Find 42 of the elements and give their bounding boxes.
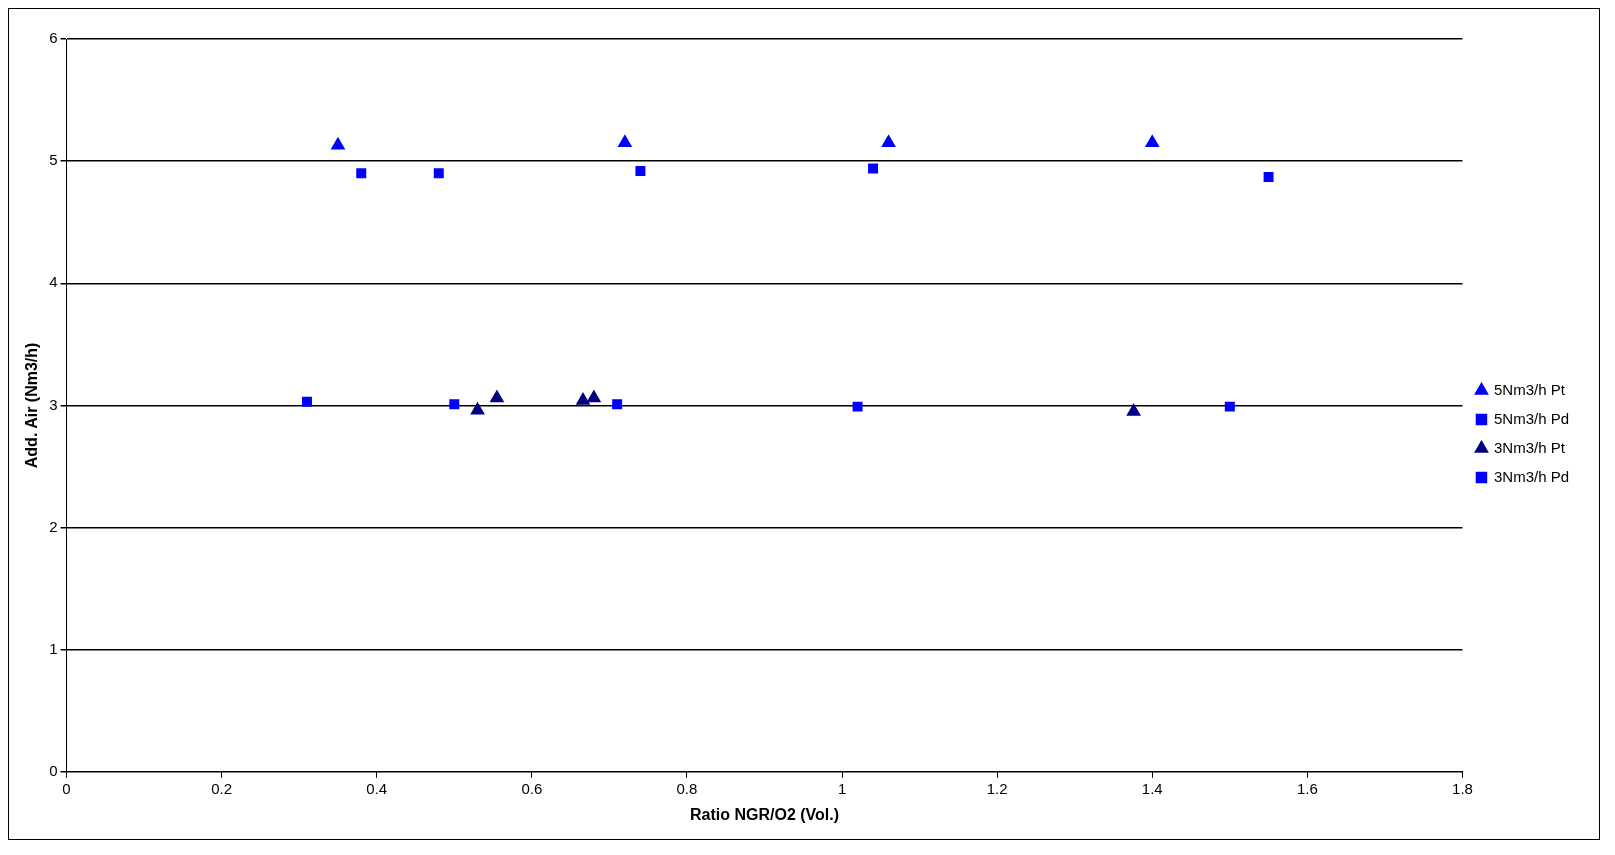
point [868, 163, 879, 174]
x-tick-label: 1.4 [1141, 779, 1163, 797]
x-tick-label: 1.6 [1296, 779, 1318, 797]
point [1126, 403, 1141, 416]
point [852, 401, 863, 412]
point [1263, 172, 1274, 182]
point [1224, 401, 1235, 412]
y-tick-label: 1 [49, 639, 58, 657]
y-tick-label: 0 [49, 761, 58, 779]
legend-label: 3Nm3/h Pt [1493, 438, 1566, 456]
x-tick-label: 1.8 [1452, 779, 1473, 797]
x-tick-label: 1.2 [986, 779, 1008, 797]
point [301, 396, 312, 407]
y-tick-label: 4 [49, 273, 58, 291]
point [881, 135, 896, 148]
point [356, 168, 367, 179]
x-tick-label: 0.2 [211, 779, 233, 797]
x-tick-label: 0.8 [676, 779, 698, 797]
x-axis-title: Ratio NGR/O2 (Vol.) [689, 805, 840, 823]
legend-label: 5Nm3/h Pt [1493, 380, 1566, 398]
point [576, 392, 590, 405]
point [490, 390, 504, 403]
point [635, 165, 646, 176]
point [331, 137, 345, 150]
point [587, 390, 601, 403]
point [470, 402, 485, 415]
x-tick-label: 0.6 [521, 779, 543, 797]
y-axis-title: Add. Air (Nm3/h) [23, 342, 41, 469]
point [449, 399, 460, 410]
y-tick-label: 5 [49, 151, 58, 169]
y-tick-label: 6 [49, 29, 58, 47]
y-tick-label: 2 [49, 517, 58, 535]
x-tick-label: 0.4 [366, 779, 388, 797]
x-tick-label: 0 [62, 779, 71, 797]
point [1145, 135, 1160, 148]
x-tick-label: 1 [837, 779, 847, 797]
point [433, 168, 444, 179]
point [618, 135, 632, 148]
legend-label: 5Nm3/h Pd [1493, 409, 1570, 427]
legend-label: 3Nm3/h Pd [1493, 467, 1570, 485]
y-tick-label: 3 [49, 395, 58, 413]
point [612, 399, 623, 410]
